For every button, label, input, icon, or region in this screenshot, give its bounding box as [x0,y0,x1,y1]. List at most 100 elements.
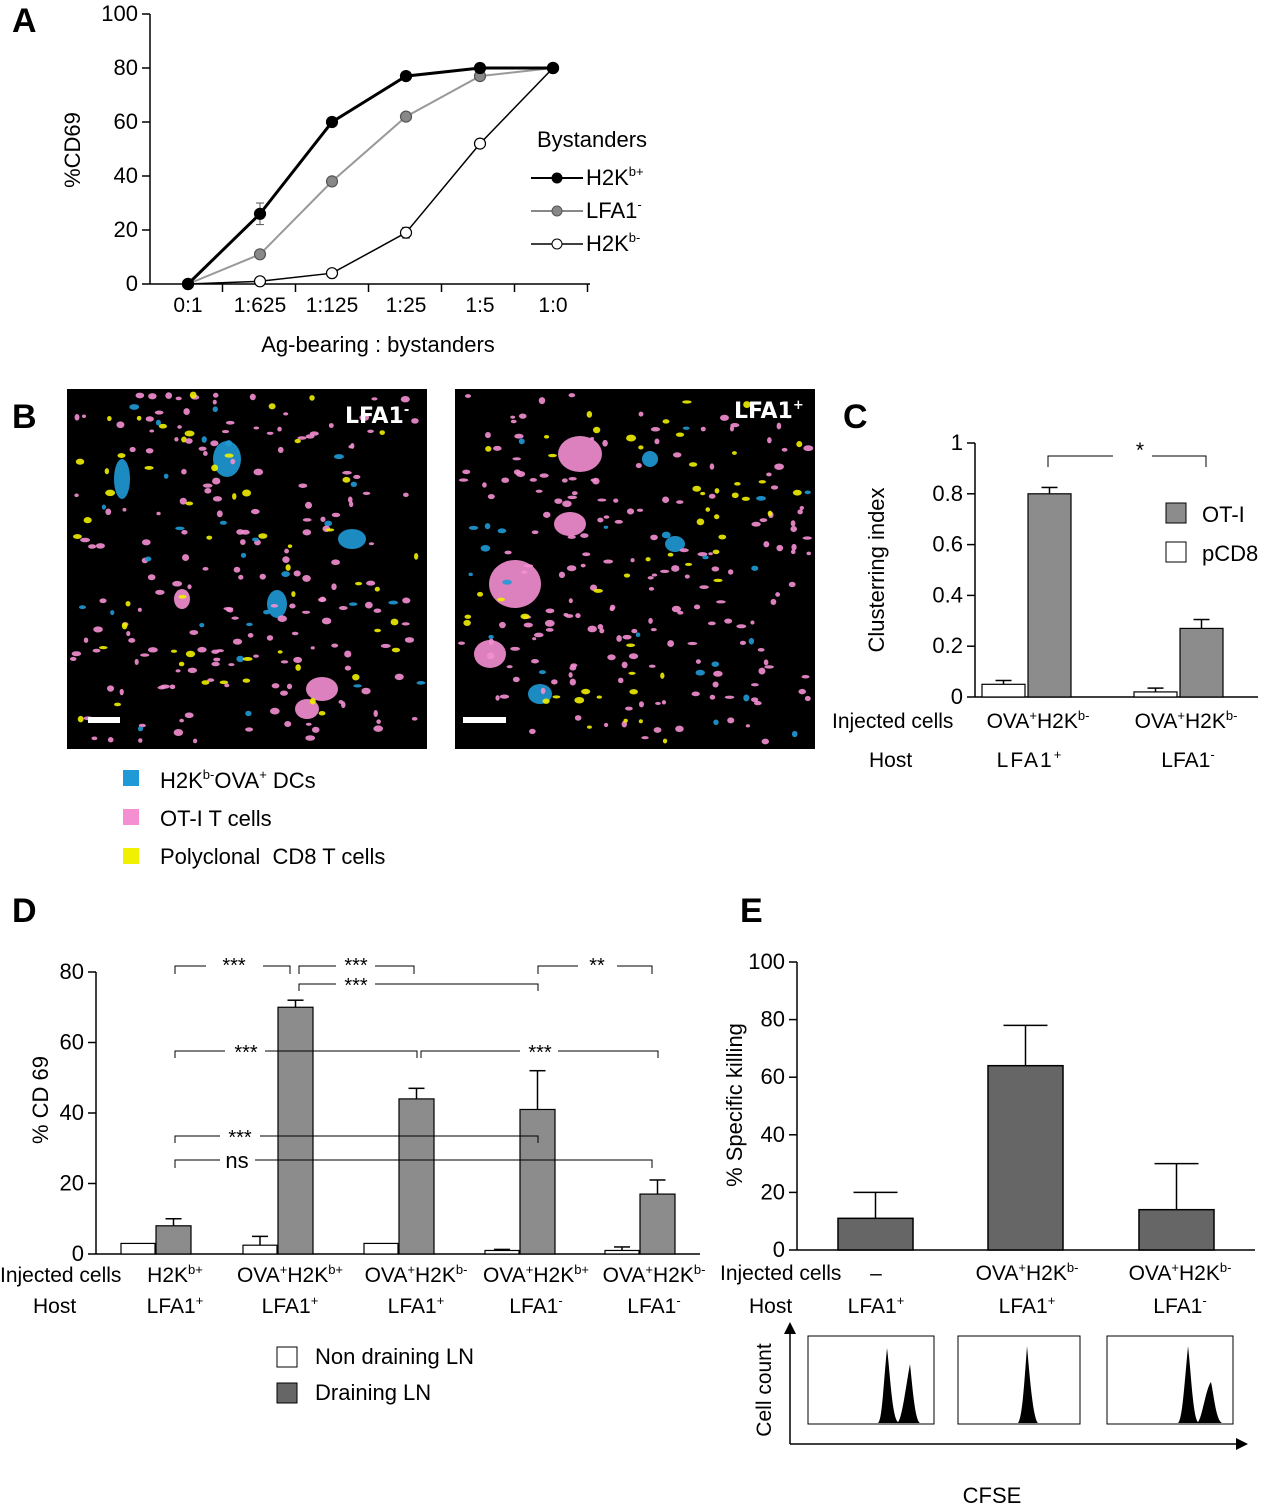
ot1-cell [253,426,260,430]
ot1-cell [347,496,353,503]
ot1-cell [129,446,136,453]
ot1-cell [759,518,768,523]
ot1-cell [515,471,526,478]
d-row-label-injected: Injected cells [0,1264,121,1287]
polyclonal-cell [374,628,381,633]
ot1-cell [700,426,706,432]
ot1-cell [283,412,289,416]
ot1-cell [661,700,667,705]
polyclonal-cell [552,695,561,699]
dc-cell [246,622,253,627]
a-legend-item-2: LFA1- [586,197,642,223]
e-ytick-label: 0 [773,1237,785,1262]
ot1-cell [172,580,183,587]
ot1-cell [724,618,733,624]
ot1-cell [371,397,378,401]
ot1-cell [653,727,662,733]
ot1-cell [230,458,236,465]
d-sig-brackets [174,965,659,1168]
d-sig-1: *** [222,955,246,977]
polyclonal-cell [158,423,167,429]
ot1-cell [338,605,348,610]
dc-cell [484,523,491,530]
polyclonal-cell [542,698,550,704]
d-bar-draining [155,1225,192,1255]
ot1-cell [597,517,604,523]
ot1-cell [293,656,303,664]
ot1-cell [411,418,419,424]
ot1-cell [174,437,179,442]
e-ytick-label: 20 [761,1179,785,1204]
ot1-cell [464,394,472,398]
micrograph-1-label: LFA1- [345,403,409,429]
ot1-cell [638,701,644,708]
ot1-cell [135,392,145,399]
ot1-cell [203,450,208,456]
ot1-cell [462,469,471,475]
ot1-cell [659,569,670,573]
polyclonal-cell [309,395,315,401]
ot1-cell [729,425,735,432]
dc-cluster [642,451,658,467]
ot1-cell [187,584,192,590]
ot1-cell [349,501,354,508]
ot1-cell [277,615,287,623]
polyclonal-cell [136,415,142,421]
ot1-cell [202,483,213,488]
dc-cell [137,726,144,732]
ot1-cell [122,507,127,512]
polyclonal-cell [463,619,471,627]
ot1-cell [181,529,188,535]
polyclonal-cell [189,391,197,399]
ot1-cell [280,660,289,664]
ot1-cell [766,472,772,477]
scale-bar-2 [463,717,506,723]
ot1-cell [147,647,158,653]
ot1-cell [342,470,352,475]
ot1-cell [95,543,105,549]
ot1-cell [551,679,558,685]
polyclonal-cell [75,458,85,465]
ot1-cell [286,683,293,690]
a-point-lfa1-minus [399,110,413,123]
ot1-cell [533,632,544,638]
dc-cell [468,572,473,577]
ot1-cell [532,637,537,641]
ot1-cell [749,406,756,411]
ot1-cell [791,549,796,555]
d-xtick-host: LFA1- [509,1293,562,1318]
micrograph-2-label: LFA1+ [734,398,804,424]
ot1-cell [145,416,154,422]
ot1-cell [510,419,517,424]
d-bar-non-draining [484,1249,520,1255]
ot1-cell [785,415,791,419]
e-ytick-label: 100 [748,949,785,974]
ot1-cell [628,653,639,660]
ot1-cell [331,643,339,648]
ot1-cell [71,651,82,657]
a-legend-title: Bystanders [537,127,647,152]
ot1-cell [650,427,661,432]
ot1-cell [803,445,814,452]
polyclonal-cell [548,453,557,458]
ot1-cell [93,626,103,633]
ot1-cell [709,694,716,700]
a-series-line-lfa1-minus [187,67,554,285]
ot1-cell [215,649,225,653]
ot1-cell [672,452,682,458]
ot1-cell [739,640,747,646]
ot1-cell [297,436,307,440]
dc-cell [603,525,609,529]
polyclonal-cell [660,672,665,679]
a-ytick-label: 0 [126,271,138,296]
e-ytick-label: 40 [761,1122,785,1147]
c-ytick-label: 0.8 [932,481,963,506]
ot1-cell [751,697,759,703]
polyclonal-cell [125,600,131,607]
ot1-cell [695,659,701,664]
e-ytick-label: 80 [761,1007,785,1032]
ot1-cell [304,501,313,509]
dc-cell [324,520,333,527]
ot1-cell [282,556,290,564]
ot1-cell [83,637,89,643]
